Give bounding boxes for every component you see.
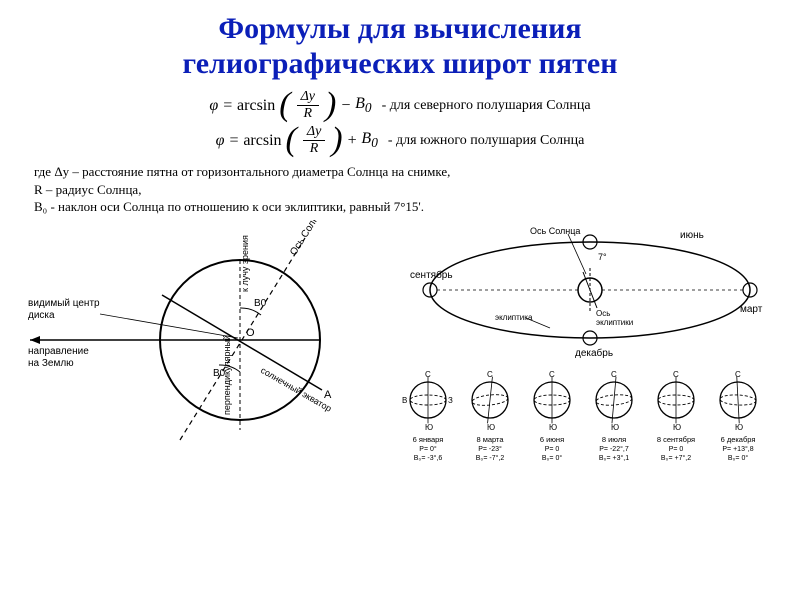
title-line-2: гелиографических широт пятен — [20, 47, 780, 82]
ld-center-2: диска — [28, 310, 55, 321]
ld-perp: перпендикулярный — [222, 335, 232, 415]
svg-text:B₀= 0°: B₀= 0° — [542, 454, 563, 462]
svg-text:P= +13°,8: P= +13°,8 — [722, 445, 753, 453]
ld-los: к лучу зрения — [240, 235, 250, 292]
f2-op: + — [347, 132, 358, 150]
ld-A: A — [324, 389, 332, 401]
f1-b0: B — [355, 95, 365, 112]
svg-text:P= -22°,7: P= -22°,7 — [599, 445, 629, 453]
rd-angle: 7° — [598, 252, 607, 262]
svg-text:С: С — [487, 370, 493, 379]
page-title: Формулы для вычисления гелиографических … — [20, 12, 780, 81]
svg-text:Ю: Ю — [611, 423, 619, 432]
where-2: R – радиус Солнца, — [34, 181, 780, 199]
rd-ecl: эклиптика — [495, 313, 533, 322]
f2-fn: arcsin — [243, 132, 281, 150]
rd-jun: июнь — [680, 230, 704, 241]
svg-text:P= 0: P= 0 — [669, 446, 684, 453]
svg-text:B₀= -7°,2: B₀= -7°,2 — [476, 454, 505, 462]
svg-text:С: С — [611, 370, 617, 379]
svg-text:B₀= +3°,1: B₀= +3°,1 — [599, 454, 629, 462]
f1-lhs: φ — [209, 97, 218, 115]
ld-axis: Ось Солнца — [288, 220, 327, 258]
svg-text:6 января: 6 января — [413, 435, 444, 444]
svg-text:Ю: Ю — [487, 423, 495, 432]
right-diagram: Ось Солнца 7° Ось эклиптики эклиптика ию… — [400, 220, 780, 484]
svg-text:8 сентября: 8 сентября — [657, 435, 695, 444]
f2-desc: - для южного полушария Солнца — [388, 133, 584, 149]
svg-text:8 июля: 8 июля — [602, 435, 626, 444]
svg-text:С: С — [549, 370, 555, 379]
svg-text:Ю: Ю — [425, 423, 433, 432]
f1-num: Δy — [297, 89, 319, 106]
svg-text:Ю: Ю — [735, 423, 743, 432]
svg-text:З: З — [448, 396, 453, 405]
rd-mar: март — [740, 304, 763, 315]
ld-B0-top: B0 — [254, 298, 267, 309]
rd-axis-ecl-2: эклиптики — [596, 318, 633, 327]
svg-text:P= 0°: P= 0° — [419, 445, 437, 453]
formula-north: φ = arcsin ( Δy R ) − B0 - для северного… — [20, 89, 780, 122]
svg-text:Ю: Ю — [673, 423, 681, 432]
svg-text:В: В — [402, 396, 407, 405]
f1-fn: arcsin — [237, 97, 275, 115]
f1-op: − — [340, 97, 351, 115]
svg-text:P= 0: P= 0 — [545, 446, 560, 453]
ld-O: O — [246, 327, 255, 339]
f1-b0sub: 0 — [365, 100, 372, 115]
svg-text:С: С — [735, 370, 741, 379]
svg-text:Ю: Ю — [549, 423, 557, 432]
where-3: B₀ - наклон оси Солнца по отношению к ос… — [34, 198, 780, 216]
f2-b0sub: 0 — [371, 135, 378, 150]
left-diagram: O B0 B0 A видимый центр диска направлени… — [20, 220, 390, 484]
f2-den: R — [306, 141, 323, 157]
f1-den: R — [300, 106, 317, 122]
f2-eq: = — [229, 132, 240, 150]
svg-text:B₀= +7°,2: B₀= +7°,2 — [661, 454, 691, 462]
svg-text:С: С — [425, 370, 431, 379]
f1-desc: - для северного полушария Солнца — [382, 98, 591, 114]
formula-south: φ = arcsin ( Δy R ) + B0 - для южного по… — [20, 124, 780, 157]
rd-axis-sun: Ось Солнца — [530, 226, 580, 236]
svg-text:С: С — [673, 370, 679, 379]
rd-axis-ecl-1: Ось — [596, 309, 610, 318]
svg-text:B₀= 0°: B₀= 0° — [728, 454, 749, 462]
svg-text:B₀= -3°,6: B₀= -3°,6 — [414, 454, 443, 462]
svg-text:P= -23°: P= -23° — [478, 445, 502, 453]
svg-text:8 марта: 8 марта — [476, 435, 504, 444]
f1-eq: = — [222, 97, 233, 115]
ld-center-1: видимый центр — [28, 298, 100, 309]
title-line-1: Формулы для вычисления — [20, 12, 780, 47]
where-1: где Δy – расстояние пятна от горизонталь… — [34, 163, 780, 181]
ld-dir-2: на Землю — [28, 358, 74, 369]
ld-dir-1: направление — [28, 346, 89, 357]
f2-b0: B — [361, 130, 371, 147]
rd-sep: сентябрь — [410, 269, 453, 281]
where-block: где Δy – расстояние пятна от горизонталь… — [34, 163, 780, 216]
f2-num: Δy — [303, 124, 325, 141]
sphere-row: СЮВЗ6 январяP= 0°B₀= -3°,6СЮ8 мартаP= -2… — [402, 370, 756, 462]
rd-dec: декабрь — [575, 347, 613, 359]
f2-lhs: φ — [216, 132, 225, 150]
svg-text:6 июня: 6 июня — [540, 435, 564, 444]
svg-text:6 декабря: 6 декабря — [721, 435, 756, 444]
